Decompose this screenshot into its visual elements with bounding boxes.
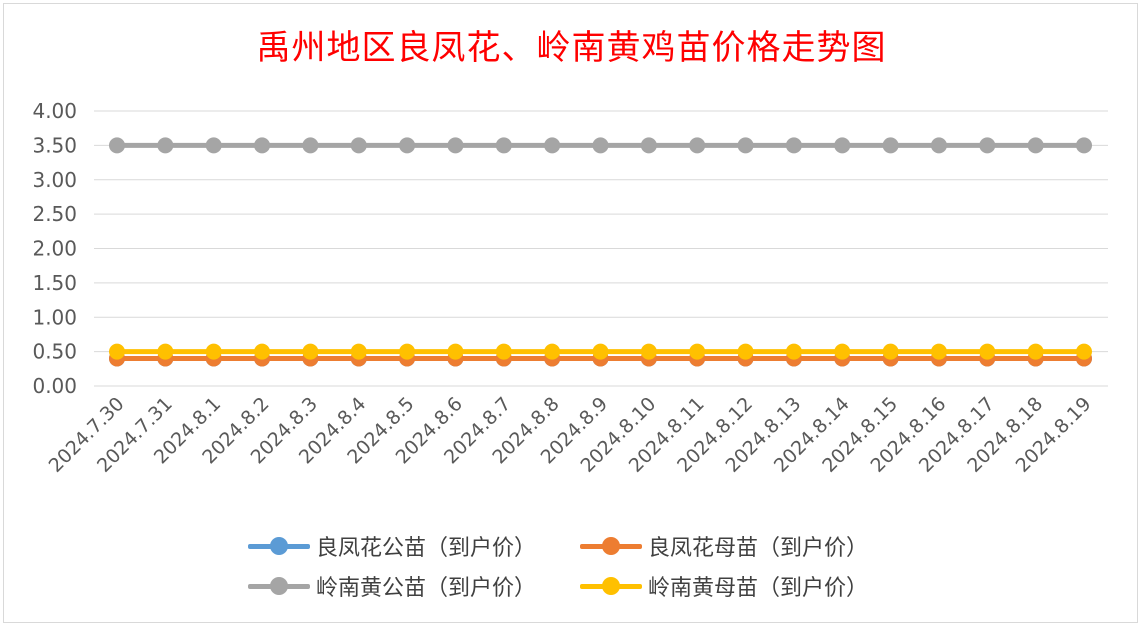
- y-tick-label-5: 2.50: [32, 202, 77, 226]
- legend-swatch-series-0: [248, 536, 310, 556]
- series-3-point-7: [447, 343, 464, 360]
- series-2-point-19: [1027, 137, 1044, 154]
- series-3-point-1: [157, 343, 174, 360]
- chart-frame: [3, 3, 1138, 623]
- legend-swatch-series-3: [580, 576, 642, 596]
- series-2-point-20: [1076, 137, 1092, 154]
- series-3-point-9: [544, 343, 561, 360]
- y-tick-label-2: 1.00: [32, 305, 77, 329]
- legend-item-series-2[interactable]: 岭南黄公苗（到户价）: [248, 570, 536, 602]
- series-3-point-15: [834, 343, 851, 360]
- series-2-point-10: [592, 137, 609, 154]
- series-2-point-0: [109, 137, 125, 154]
- series-2-point-8: [495, 137, 512, 154]
- legend-label-series-1: 良凤花母苗（到户价）: [648, 536, 869, 561]
- series-2-point-4: [302, 137, 319, 154]
- series-3-point-18: [979, 343, 996, 360]
- series-3-point-11: [640, 343, 657, 360]
- series-2-point-9: [544, 137, 561, 154]
- series-3-point-20: [1076, 343, 1092, 360]
- series-3-point-2: [205, 343, 222, 360]
- series-2-point-2: [205, 137, 222, 154]
- series-3-point-8: [495, 343, 512, 360]
- y-tick-label-3: 1.50: [32, 271, 77, 295]
- legend-swatch-series-1: [580, 536, 642, 556]
- series-2-point-18: [979, 137, 996, 154]
- y-tick-label-4: 2.00: [32, 237, 77, 261]
- legend-swatch-series-2: [248, 576, 310, 596]
- series-3-point-6: [399, 343, 416, 360]
- series-2-point-6: [399, 137, 416, 154]
- series-2-point-7: [447, 137, 464, 154]
- series-2-point-16: [882, 137, 899, 154]
- series-2-point-3: [254, 137, 271, 154]
- series-2-point-11: [640, 137, 657, 154]
- series-3-point-19: [1027, 343, 1044, 360]
- legend-label-series-3: 岭南黄母苗（到户价）: [648, 576, 869, 601]
- series-3-point-16: [882, 343, 899, 360]
- legend-item-series-3[interactable]: 岭南黄母苗（到户价）: [580, 570, 868, 602]
- series-3-point-10: [592, 343, 609, 360]
- series-3-point-0: [109, 343, 125, 360]
- y-tick-label-7: 3.50: [32, 133, 77, 157]
- legend-item-series-0[interactable]: 良凤花公苗（到户价）: [248, 530, 536, 562]
- series-3-point-13: [737, 343, 754, 360]
- series-3-point-3: [254, 343, 271, 360]
- series-3-point-5: [350, 343, 367, 360]
- series-2-point-12: [689, 137, 706, 154]
- chart-title: 禹州地区良凤花、岭南黄鸡苗价格走势图: [256, 28, 887, 68]
- y-tick-label-0: 0.00: [32, 374, 77, 398]
- legend-label-series-0: 良凤花公苗（到户价）: [316, 536, 537, 561]
- legend-item-series-1[interactable]: 良凤花母苗（到户价）: [580, 530, 868, 562]
- series-2-point-1: [157, 137, 174, 154]
- series-3-point-4: [302, 343, 319, 360]
- y-tick-label-1: 0.50: [32, 340, 77, 364]
- y-tick-label-8: 4.00: [32, 99, 77, 123]
- y-tick-label-6: 3.00: [32, 168, 77, 192]
- series-2-point-14: [785, 137, 802, 154]
- series-3-point-12: [689, 343, 706, 360]
- series-2-point-17: [930, 137, 947, 154]
- legend-label-series-2: 岭南黄公苗（到户价）: [316, 576, 537, 601]
- series-3-point-17: [930, 343, 947, 360]
- series-2-point-15: [834, 137, 851, 154]
- series-2-point-13: [737, 137, 754, 154]
- series-3-point-14: [785, 343, 802, 360]
- series-2-point-5: [350, 137, 367, 154]
